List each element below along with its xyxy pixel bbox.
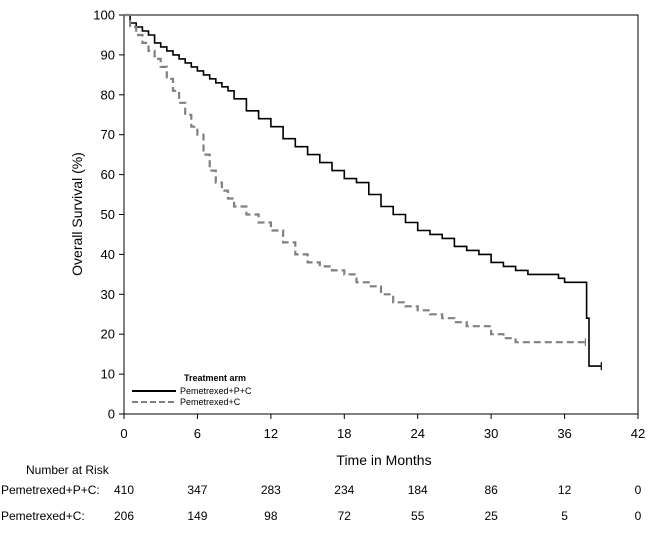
y-tick-label: 80 <box>101 87 115 102</box>
series-line-pemetrexed-c <box>124 13 586 344</box>
number-at-risk-table: Number at Risk Pemetrexed+P+C: 410 347 283 2… <box>1 463 642 523</box>
y-tick-label: 10 <box>101 367 115 382</box>
y-tick-label: 30 <box>101 287 115 302</box>
x-tick-label: 24 <box>410 426 424 441</box>
risk-value: 0 <box>635 509 642 523</box>
risk-table-title: Number at Risk <box>26 463 110 477</box>
x-tick-label: 42 <box>631 426 645 441</box>
x-tick-label: 12 <box>264 426 278 441</box>
y-tick-label: 100 <box>93 8 115 23</box>
risk-value: 25 <box>484 509 498 523</box>
risk-value: 72 <box>338 509 352 523</box>
risk-value: 184 <box>408 483 428 497</box>
risk-value: 12 <box>558 483 572 497</box>
y-tick-label: 70 <box>101 127 115 142</box>
risk-value: 206 <box>114 509 134 523</box>
x-tick-label: 6 <box>194 426 201 441</box>
y-tick-label: 20 <box>101 327 115 342</box>
risk-value: 283 <box>261 483 281 497</box>
y-tick-label: 40 <box>101 247 115 262</box>
risk-value: 5 <box>561 509 568 523</box>
legend-title: Treatment arm <box>184 373 246 383</box>
y-tick-label: 90 <box>101 47 115 62</box>
y-tick-label: 0 <box>108 407 115 422</box>
y-tick-label: 60 <box>101 167 115 182</box>
legend-entry-pemetrexed-p-c: Pemetrexed+P+C <box>180 386 252 396</box>
x-tick-label: 18 <box>337 426 351 441</box>
y-tick-label: 50 <box>101 207 115 222</box>
series-line-pemetrexed-p-c <box>124 14 602 367</box>
x-axis-label: Time in Months <box>336 452 431 468</box>
risk-value: 98 <box>264 509 278 523</box>
risk-row-label: Pemetrexed+P+C: <box>1 483 100 497</box>
x-axis: 0 6 12 18 24 30 36 42 <box>120 414 645 441</box>
y-axis: 0 10 20 30 40 50 60 70 80 90 100 <box>93 8 124 422</box>
risk-value: 410 <box>114 483 134 497</box>
x-tick-label: 0 <box>120 426 127 441</box>
risk-value: 234 <box>334 483 354 497</box>
risk-value: 55 <box>411 509 425 523</box>
legend-entry-pemetrexed-c: Pemetrexed+C <box>180 397 241 407</box>
risk-value: 86 <box>484 483 498 497</box>
legend: Treatment arm Pemetrexed+P+C Pemetrexed+… <box>132 373 252 407</box>
plot-frame <box>123 14 639 415</box>
risk-row-label: Pemetrexed+C: <box>1 509 85 523</box>
risk-value: 347 <box>187 483 207 497</box>
x-tick-label: 36 <box>557 426 571 441</box>
y-axis-label: Overall Survival (%) <box>69 152 85 276</box>
risk-value: 149 <box>187 509 207 523</box>
series-layer <box>124 13 602 371</box>
x-tick-label: 30 <box>484 426 498 441</box>
risk-value: 0 <box>635 483 642 497</box>
